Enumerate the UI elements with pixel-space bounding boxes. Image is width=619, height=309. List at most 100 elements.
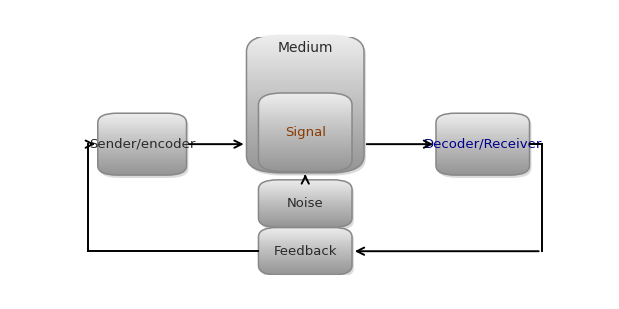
- Bar: [259, 97, 352, 99]
- Bar: [436, 149, 529, 150]
- Bar: [246, 78, 364, 82]
- Bar: [98, 165, 186, 167]
- Bar: [98, 133, 186, 134]
- Bar: [259, 185, 352, 187]
- Bar: [98, 116, 186, 117]
- Bar: [436, 132, 529, 133]
- Bar: [259, 197, 352, 198]
- Bar: [98, 129, 186, 130]
- Bar: [259, 214, 352, 215]
- Bar: [259, 112, 352, 113]
- Bar: [436, 151, 529, 153]
- Bar: [259, 266, 352, 267]
- Bar: [259, 200, 352, 201]
- Bar: [246, 156, 364, 159]
- Bar: [98, 163, 186, 164]
- Bar: [259, 126, 352, 128]
- Bar: [259, 181, 352, 183]
- Bar: [98, 160, 186, 162]
- Bar: [98, 123, 186, 124]
- Bar: [98, 137, 186, 138]
- Bar: [259, 229, 352, 230]
- Bar: [259, 199, 352, 200]
- Bar: [246, 164, 364, 167]
- Bar: [259, 241, 352, 243]
- Bar: [259, 246, 352, 248]
- Bar: [259, 243, 352, 244]
- Bar: [259, 196, 352, 197]
- Bar: [259, 205, 352, 206]
- Bar: [246, 120, 364, 123]
- Bar: [246, 57, 364, 60]
- Bar: [436, 145, 529, 147]
- Bar: [246, 142, 364, 145]
- Bar: [259, 207, 352, 208]
- Bar: [436, 128, 529, 129]
- Bar: [259, 155, 352, 157]
- Bar: [246, 170, 364, 173]
- Bar: [436, 118, 529, 119]
- Bar: [259, 130, 352, 132]
- Bar: [246, 54, 364, 57]
- Bar: [259, 146, 352, 148]
- Bar: [259, 210, 352, 211]
- Bar: [259, 238, 352, 239]
- Bar: [98, 125, 186, 127]
- Bar: [246, 112, 364, 115]
- Bar: [436, 129, 529, 130]
- Bar: [259, 187, 352, 188]
- Bar: [259, 262, 352, 264]
- Bar: [259, 96, 352, 98]
- Bar: [259, 154, 352, 156]
- Bar: [259, 270, 352, 271]
- Bar: [259, 189, 352, 190]
- Bar: [98, 166, 186, 168]
- Text: Sender/encoder: Sender/encoder: [89, 138, 196, 151]
- Bar: [259, 227, 352, 228]
- Bar: [246, 37, 364, 40]
- Bar: [259, 204, 352, 205]
- Bar: [436, 155, 529, 157]
- Bar: [246, 45, 364, 49]
- FancyBboxPatch shape: [261, 96, 354, 174]
- Bar: [98, 155, 186, 157]
- Bar: [246, 161, 364, 164]
- Bar: [259, 182, 352, 184]
- Bar: [436, 117, 529, 118]
- Bar: [259, 108, 352, 110]
- Bar: [259, 180, 352, 182]
- Bar: [246, 40, 364, 43]
- Bar: [259, 105, 352, 107]
- Bar: [436, 139, 529, 140]
- Bar: [259, 115, 352, 116]
- Bar: [259, 203, 352, 205]
- Bar: [259, 104, 352, 106]
- Bar: [259, 138, 352, 140]
- Bar: [259, 250, 352, 251]
- Bar: [436, 153, 529, 154]
- Bar: [259, 163, 352, 165]
- Bar: [259, 202, 352, 204]
- Bar: [259, 216, 352, 217]
- Bar: [259, 133, 352, 135]
- Bar: [246, 95, 364, 98]
- Bar: [98, 167, 186, 169]
- Bar: [259, 217, 352, 218]
- Bar: [436, 158, 529, 159]
- Bar: [436, 123, 529, 124]
- Bar: [436, 164, 529, 165]
- Bar: [246, 159, 364, 162]
- Bar: [259, 274, 352, 275]
- Bar: [436, 142, 529, 143]
- Bar: [259, 231, 352, 232]
- Bar: [259, 157, 352, 159]
- Bar: [246, 90, 364, 93]
- Bar: [98, 113, 186, 114]
- Bar: [436, 113, 529, 114]
- Bar: [246, 59, 364, 62]
- Bar: [98, 172, 186, 174]
- Bar: [98, 128, 186, 129]
- Bar: [98, 114, 186, 116]
- Bar: [436, 146, 529, 148]
- Bar: [259, 93, 352, 95]
